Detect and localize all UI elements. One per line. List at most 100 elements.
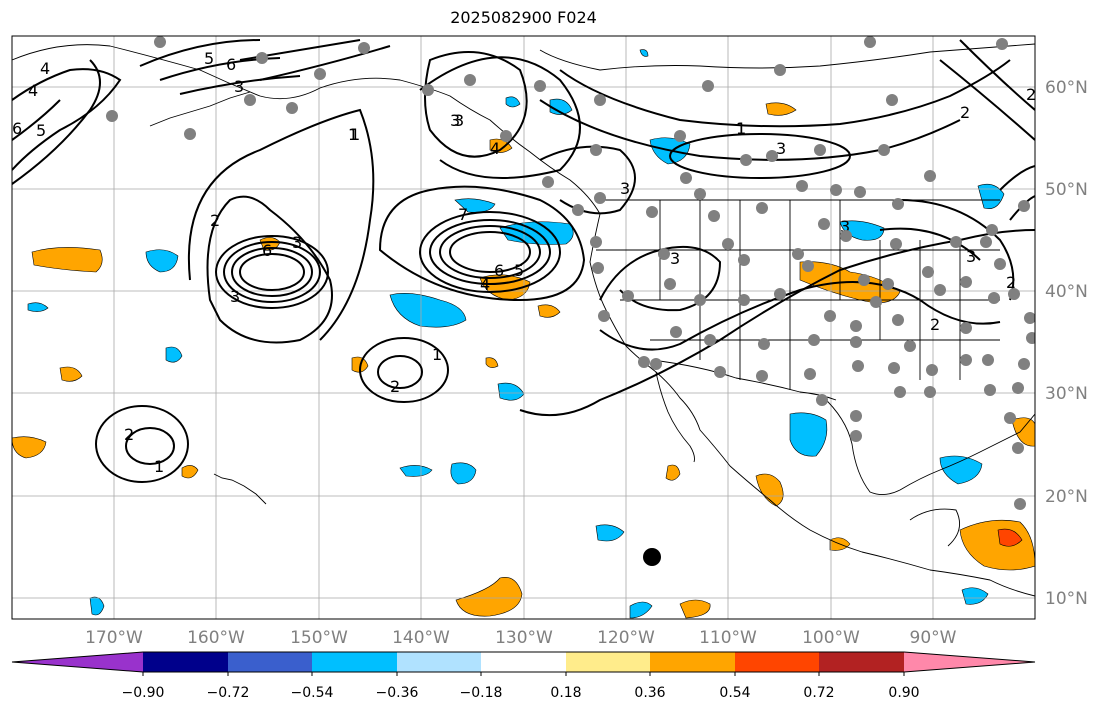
contour-ring xyxy=(449,231,531,273)
colorbar xyxy=(11,651,1036,676)
contour-line xyxy=(559,59,1011,128)
shade-blob xyxy=(629,601,653,619)
shade-blob xyxy=(389,293,467,328)
contour-line xyxy=(539,145,636,215)
contour-label: 6 xyxy=(12,119,22,138)
shade-blob xyxy=(959,519,1035,571)
map-frame xyxy=(11,35,1036,620)
shade-blob xyxy=(755,473,784,507)
contour-label: 2 xyxy=(960,103,970,122)
contour-ring xyxy=(439,225,541,279)
contour-line xyxy=(12,68,122,171)
latitude-label: 10°N xyxy=(1045,589,1088,609)
contour-ring xyxy=(419,211,561,293)
colorbar-segment xyxy=(819,652,904,672)
contour-ring xyxy=(215,235,329,309)
shade-blob xyxy=(12,436,47,459)
contour-label: 3 xyxy=(454,111,464,130)
contour-ring xyxy=(239,253,305,291)
contour-label: 1 xyxy=(432,345,442,364)
coast-yucatan xyxy=(909,508,961,547)
colorbar-segment xyxy=(397,652,481,672)
latitude-label: 20°N xyxy=(1045,487,1088,507)
contour-line xyxy=(424,51,528,158)
shade-blob xyxy=(765,102,797,116)
coast-canada xyxy=(539,43,1035,71)
colorbar-tick-label: 0.18 xyxy=(550,685,581,701)
graticule xyxy=(12,36,1035,619)
contour-label: 3 xyxy=(620,179,630,198)
latitude-label: 50°N xyxy=(1045,180,1088,200)
contour-label: 1 xyxy=(736,119,746,138)
shade-blob xyxy=(961,587,989,605)
shade-blob xyxy=(977,183,1005,209)
contour-label: 2 xyxy=(1026,85,1036,104)
latitude-label: 30°N xyxy=(1045,384,1088,404)
longitude-label: 150°W xyxy=(290,628,348,648)
colorbar-tick-label: 0.72 xyxy=(803,685,834,701)
contour-label: 3 xyxy=(234,77,244,96)
contour-ring xyxy=(669,133,851,179)
shade-blob xyxy=(505,96,521,108)
contour-label: 3 xyxy=(670,249,680,268)
longitude-label: 140°W xyxy=(392,628,450,648)
contour-label: 5 xyxy=(514,261,524,280)
contour-line xyxy=(239,39,391,81)
shade-blob xyxy=(939,455,983,485)
contour-label: 2 xyxy=(390,377,400,396)
contour-label: 2 xyxy=(124,425,134,444)
contour-ring xyxy=(223,241,321,303)
longitude-label: 100°W xyxy=(802,628,860,648)
map-title: 2025082900 F024 xyxy=(450,8,597,27)
shade-blob xyxy=(165,346,183,363)
contour-ring xyxy=(231,247,313,297)
coast-gulf xyxy=(821,395,1035,495)
contour-label: 3 xyxy=(966,247,976,266)
longitude-label: 170°W xyxy=(85,628,143,648)
shade-blob xyxy=(789,412,828,457)
contour-ring xyxy=(187,108,375,341)
contour-ring xyxy=(125,427,175,465)
contour-label: 6 xyxy=(494,261,504,280)
contour-line xyxy=(519,229,1035,417)
contour-line xyxy=(879,199,1015,301)
shade-blob xyxy=(450,462,477,485)
map-panel: 4 4 6 5 3 6 5 1 3 3 2 3 6 4 5 6 7 3 4 1 … xyxy=(12,36,1036,619)
shade-blob xyxy=(485,357,499,368)
colorbar-segment xyxy=(735,652,819,672)
shade-blob xyxy=(59,366,83,382)
colorbar-tick-label: 0.36 xyxy=(634,685,665,701)
longitude-axis: 170°W 160°W 150°W 140°W 130°W 120°W 110°… xyxy=(85,628,957,648)
colorbar-tick-label: 0.90 xyxy=(888,685,919,701)
colorbar-segment xyxy=(143,652,228,672)
contour-label: 6 xyxy=(262,241,272,260)
shade-blob xyxy=(997,528,1023,547)
contour-label: 1 xyxy=(348,125,358,144)
shade-blob xyxy=(455,577,523,617)
contour-label: 1 xyxy=(350,125,360,144)
contour-label: 2 xyxy=(930,315,940,334)
shade-blob xyxy=(145,249,179,273)
colorbar-segment xyxy=(566,652,650,672)
colorbar-tick-label: −0.18 xyxy=(460,685,503,701)
shade-blob xyxy=(181,465,199,479)
contour-label: 3 xyxy=(840,217,850,236)
contour-label: 3 xyxy=(230,287,240,306)
contour-ring xyxy=(359,337,449,403)
contour-labels: 4 4 6 5 3 6 5 1 3 3 2 3 6 4 5 6 7 3 4 1 … xyxy=(12,49,1036,476)
contour-label: 3 xyxy=(776,139,786,158)
colorbar-tick-label: −0.72 xyxy=(207,685,250,701)
storm-center-dot xyxy=(643,548,661,566)
longitude-label: 130°W xyxy=(495,628,553,648)
contour-label: 1 xyxy=(736,119,746,138)
shade-blob xyxy=(679,599,711,619)
contour-label: 4 xyxy=(480,275,490,294)
station-dots xyxy=(106,36,1035,510)
colorbar-tick-label: −0.36 xyxy=(376,685,419,701)
shade-blob xyxy=(27,302,49,312)
contour-ring xyxy=(206,195,333,344)
colorbar-segment xyxy=(481,652,566,672)
island-aleutian xyxy=(149,91,251,127)
island-hawaii xyxy=(213,473,267,505)
